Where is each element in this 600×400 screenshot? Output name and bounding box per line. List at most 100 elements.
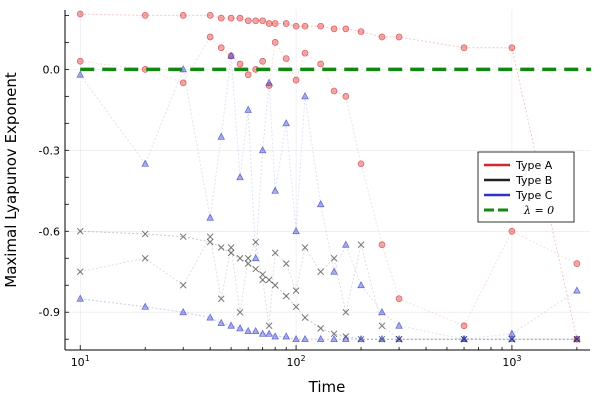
data-point [236, 324, 244, 332]
data-point [292, 22, 300, 30]
data-point [259, 271, 266, 278]
series-line [80, 230, 577, 340]
data-point [301, 314, 309, 321]
data-point [271, 186, 279, 194]
series-layer [76, 10, 581, 343]
data-point [282, 20, 290, 27]
data-point [330, 25, 338, 33]
data-point [236, 308, 244, 316]
data-point [330, 330, 338, 338]
data-point [217, 44, 225, 52]
series-line [80, 36, 578, 327]
data-point [141, 230, 149, 238]
data-point [252, 17, 260, 25]
x-tick-label: 103 [502, 354, 521, 369]
data-point [217, 318, 226, 326]
data-point [236, 60, 244, 68]
data-point [227, 321, 235, 329]
data-point [317, 268, 325, 276]
data-point [265, 329, 273, 337]
y-tick-label: -0.9 [39, 306, 60, 319]
data-point [378, 307, 386, 316]
data-point [217, 295, 225, 303]
data-point [179, 12, 187, 19]
data-point [259, 17, 266, 25]
data-point [330, 334, 338, 343]
data-point [206, 238, 214, 246]
x-tick-label: 102 [287, 354, 306, 369]
data-point [316, 334, 325, 343]
data-point [316, 200, 325, 208]
data-point [244, 17, 252, 25]
data-point [141, 254, 149, 262]
data-point [378, 334, 386, 343]
data-point [141, 12, 149, 19]
x-tick-label: 101 [71, 354, 90, 369]
data-point [217, 132, 226, 140]
series-type-c [76, 51, 581, 343]
data-point [460, 44, 468, 52]
data-point [357, 334, 365, 343]
data-point [244, 71, 252, 79]
data-point [141, 159, 149, 167]
data-point [573, 260, 581, 268]
data-point [271, 39, 279, 46]
data-point [292, 334, 300, 343]
data-point [259, 276, 266, 284]
legend-label: Type C [515, 189, 553, 202]
data-point [357, 241, 365, 249]
data-point [508, 44, 516, 52]
data-point [395, 334, 403, 343]
data-point [236, 173, 244, 181]
data-point [76, 227, 84, 235]
data-point [378, 33, 386, 41]
data-point [292, 76, 300, 84]
data-point [179, 281, 187, 289]
data-point [330, 254, 338, 262]
data-point [227, 14, 235, 22]
data-point [252, 265, 260, 273]
data-point [282, 119, 290, 127]
data-point [179, 79, 187, 87]
data-point [395, 295, 403, 303]
data-point [206, 213, 214, 221]
data-point [357, 28, 365, 35]
data-point [217, 244, 225, 251]
data-point [330, 87, 338, 95]
data-point [342, 240, 350, 248]
data-point [342, 92, 350, 100]
data-point [227, 244, 235, 251]
data-point [378, 322, 386, 330]
tick-labels: 0.0 -0.3 -0.6 -0.9 101 102 103 [39, 63, 522, 369]
data-point [395, 335, 403, 343]
data-point [508, 329, 516, 337]
legend: Type A Type B Type C λ = 0 [477, 151, 575, 223]
data-point [282, 292, 290, 300]
data-point [508, 335, 516, 343]
series-line [80, 235, 577, 340]
data-point [252, 238, 260, 246]
data-point [244, 105, 252, 113]
data-point [76, 294, 85, 302]
data-point [395, 321, 403, 329]
data-point [76, 70, 85, 78]
data-point [357, 160, 365, 168]
y-axis-title: Maximal Lyapunov Exponent [2, 72, 20, 288]
legend-label: λ = 0 [523, 204, 554, 217]
data-point [292, 227, 300, 235]
data-point [265, 322, 273, 330]
data-point [206, 12, 214, 19]
data-point [301, 244, 309, 251]
data-point [251, 254, 260, 262]
data-point [179, 307, 188, 316]
data-point [76, 10, 84, 18]
y-tick-label: -0.3 [39, 144, 60, 157]
data-point [395, 33, 403, 41]
data-point [271, 281, 279, 289]
data-point [271, 332, 279, 340]
series-type-b [76, 227, 581, 343]
series-type-a [76, 10, 581, 343]
data-point [460, 335, 468, 343]
data-point [271, 20, 279, 27]
